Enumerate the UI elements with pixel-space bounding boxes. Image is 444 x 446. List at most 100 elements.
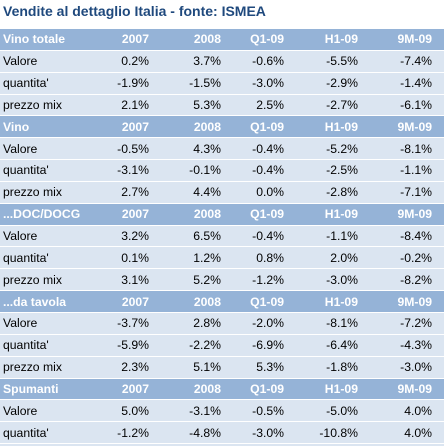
column-header: 2007 xyxy=(100,29,154,51)
table-cell: 4.0% xyxy=(364,421,444,445)
column-header: 2007 xyxy=(100,290,154,313)
column-header: H1-09 xyxy=(298,378,364,401)
table-cell: 2.3% xyxy=(100,356,154,379)
table-cell: -1.2% xyxy=(227,268,298,292)
table-cell: 6.5% xyxy=(154,225,227,248)
table-cell: -5.0% xyxy=(298,399,364,423)
row-label: quantita' xyxy=(0,72,100,95)
table-cell: -0.4% xyxy=(227,225,298,248)
table-cell: 0.0% xyxy=(227,181,298,204)
table-cell: -2.5% xyxy=(298,159,364,182)
table-cell: -0.2% xyxy=(364,246,444,270)
section-title: ...DOC/DOCG xyxy=(0,203,100,226)
table-cell: -3.7% xyxy=(100,312,154,335)
table-cell: -2.8% xyxy=(298,181,364,204)
table-cell: -0.4% xyxy=(227,159,298,182)
table-cell: 0.2% xyxy=(100,50,154,73)
table-row: Valore -3.7% 2.8% -2.0% -8.1% -7.2% xyxy=(0,312,444,335)
table-row: quantita' -3.1% -0.1% -0.4% -2.5% -1.1% xyxy=(0,159,444,182)
column-header: 9M-09 xyxy=(364,203,444,226)
table-cell: 3.7% xyxy=(154,50,227,73)
table-cell: -2.2% xyxy=(154,334,227,357)
section-header-row: Spumanti 2007 2008 Q1-09 H1-09 9M-09 xyxy=(0,378,444,401)
table-cell: 2.7% xyxy=(100,181,154,204)
table-cell: -10.8% xyxy=(298,421,364,445)
sales-table: Vino totale 2007 2008 Q1-09 H1-09 9M-09 Valore… xyxy=(0,29,444,446)
table-cell: 2.0% xyxy=(298,246,364,270)
table-cell: -7.2% xyxy=(364,312,444,335)
column-header: 2007 xyxy=(100,378,154,401)
column-header: 9M-09 xyxy=(364,378,444,401)
table-cell: -6.9% xyxy=(227,334,298,357)
section-header-row: ...DOC/DOCG 2007 2008 Q1-09 H1-09 9M-09 xyxy=(0,203,444,226)
column-header: Q1-09 xyxy=(227,29,298,51)
row-label: prezzo mix xyxy=(0,443,100,446)
table-row: quantita' -1.2% -4.8% -3.0% -10.8% 4.0% xyxy=(0,421,444,445)
table-cell: -5.2% xyxy=(298,137,364,161)
column-header: 2008 xyxy=(154,115,227,139)
table-cell: -2.9% xyxy=(298,72,364,95)
table-cell: -1.2% xyxy=(100,421,154,445)
row-label: prezzo mix xyxy=(0,356,100,379)
column-header: 9M-09 xyxy=(364,29,444,51)
table-row: prezzo mix 3.1% 5.2% -1.2% -3.0% -8.2% xyxy=(0,268,444,292)
table-cell: -1.1% xyxy=(298,225,364,248)
column-header: H1-09 xyxy=(298,29,364,51)
table-row: quantita' -5.9% -2.2% -6.9% -6.4% -4.3% xyxy=(0,334,444,357)
table-cell: -8.1% xyxy=(298,312,364,335)
table-cell: -1.4% xyxy=(364,72,444,95)
column-header: H1-09 xyxy=(298,290,364,313)
table-cell: 5.0% xyxy=(100,399,154,423)
row-label: prezzo mix xyxy=(0,94,100,117)
table-title: Vendite al dettaglio Italia - fonte: ISM… xyxy=(0,0,444,22)
column-header: Q1-09 xyxy=(227,115,298,139)
column-header: 2007 xyxy=(100,115,154,139)
section-title: Vino xyxy=(0,115,100,139)
column-header: Q1-09 xyxy=(227,203,298,226)
table-cell: -3.0% xyxy=(227,421,298,445)
column-header: 2008 xyxy=(154,29,227,51)
table-cell: 4.4% xyxy=(154,181,227,204)
table-cell: -1.8% xyxy=(298,356,364,379)
table-cell: 2.6% xyxy=(227,443,298,446)
table-cell: 6.5% xyxy=(298,443,364,446)
section-title: ...da tavola xyxy=(0,290,100,313)
table-cell: -7.4% xyxy=(364,50,444,73)
table-cell: -0.6% xyxy=(227,50,298,73)
table-cell: 5.2% xyxy=(154,268,227,292)
table-row: Valore 0.2% 3.7% -0.6% -5.5% -7.4% xyxy=(0,50,444,73)
table-cell: -0.4% xyxy=(227,137,298,161)
table-cell: -5.5% xyxy=(298,50,364,73)
table-cell: -8.4% xyxy=(364,225,444,248)
table-cell: 3.2% xyxy=(100,225,154,248)
column-header: 9M-09 xyxy=(364,290,444,313)
section-header-row: ...da tavola 2007 2008 Q1-09 H1-09 9M-09 xyxy=(0,290,444,313)
table-cell: 6.3% xyxy=(100,443,154,446)
row-label: Valore xyxy=(0,137,100,161)
section-title: Vino totale xyxy=(0,29,100,51)
column-header: Q1-09 xyxy=(227,290,298,313)
table-cell: 4.0% xyxy=(364,399,444,423)
table-cell: -3.1% xyxy=(154,399,227,423)
column-header: 2007 xyxy=(100,203,154,226)
table-cell: -3.0% xyxy=(298,268,364,292)
table-row: prezzo mix 2.3% 5.1% 5.3% -1.8% -3.0% xyxy=(0,356,444,379)
table-cell: 0.8% xyxy=(227,246,298,270)
row-label: quantita' xyxy=(0,159,100,182)
section-title: Spumanti xyxy=(0,378,100,401)
table-cell: 0.0% xyxy=(364,443,444,446)
table-cell: 1.2% xyxy=(154,246,227,270)
table-cell: -2.7% xyxy=(298,94,364,117)
table-cell: 4.3% xyxy=(154,137,227,161)
table-cell: -5.9% xyxy=(100,334,154,357)
table-cell: -8.2% xyxy=(364,268,444,292)
table-row: quantita' -1.9% -1.5% -3.0% -2.9% -1.4% xyxy=(0,72,444,95)
table-row: prezzo mix 2.7% 4.4% 0.0% -2.8% -7.1% xyxy=(0,181,444,204)
table-cell: -6.4% xyxy=(298,334,364,357)
table-row: prezzo mix 2.1% 5.3% 2.5% -2.7% -6.1% xyxy=(0,94,444,117)
row-label: Valore xyxy=(0,50,100,73)
column-header: 2008 xyxy=(154,203,227,226)
table-cell: 3.1% xyxy=(100,268,154,292)
row-label: Valore xyxy=(0,225,100,248)
table-cell: 5.3% xyxy=(227,356,298,379)
